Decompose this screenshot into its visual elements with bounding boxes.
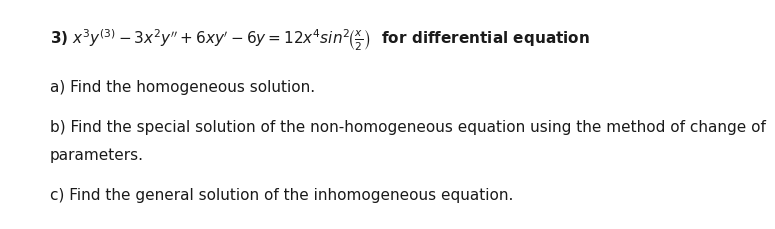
Text: a) Find the homogeneous solution.: a) Find the homogeneous solution.: [50, 80, 315, 95]
Text: 3) $x^3y^{(3)}-3x^2y'' + 6xy' - 6y = 12x^4sin^2\!\left(\frac{x}{2}\right)$  for : 3) $x^3y^{(3)}-3x^2y'' + 6xy' - 6y = 12x…: [50, 28, 590, 53]
Text: parameters.: parameters.: [50, 147, 144, 162]
Text: c) Find the general solution of the inhomogeneous equation.: c) Find the general solution of the inho…: [50, 187, 513, 202]
Text: b) Find the special solution of the non-homogeneous equation using the method of: b) Find the special solution of the non-…: [50, 120, 766, 134]
